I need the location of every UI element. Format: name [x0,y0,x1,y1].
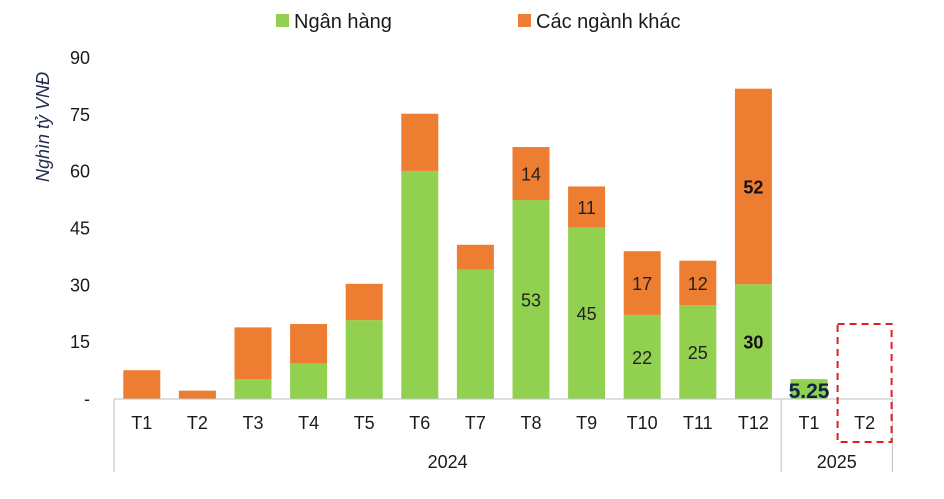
x-tick-label: T3 [242,413,263,433]
x-tick-label: T5 [354,413,375,433]
data-label-ngan-hang: 22 [632,348,652,368]
bar-ngan-hang [290,363,328,399]
x-tick-label: T6 [409,413,430,433]
bar-ngan-hang [568,227,606,399]
y-tick-label: 60 [70,162,90,182]
y-tick-label: 75 [70,105,90,125]
y-tick-label: 30 [70,275,90,295]
legend-swatch-cac-nganh-khac [518,14,531,27]
y-axis-label: Nghìn tỷ VNĐ [33,72,53,182]
bar-ngan-hang [401,170,439,399]
year-label: 2024 [428,452,468,472]
bar-ngan-hang [456,269,494,399]
data-label-cac-nganh-khac: 12 [688,274,708,294]
x-tick-label: T2 [854,413,875,433]
data-label-ngan-hang: 53 [521,291,541,311]
bar-cac-nganh-khac [123,370,161,399]
bar-cac-nganh-khac [401,113,439,171]
year-label: 2025 [817,452,857,472]
y-tick-label: - [84,389,90,409]
bar-cac-nganh-khac [234,327,272,380]
x-tick-label: T4 [298,413,319,433]
bar-cac-nganh-khac [734,88,772,285]
x-axis: T1 T2 T3 T4 T5 T6 T7 T8 T9 T10 T11 T12 T1 T2 2024 2025 [113,323,893,472]
highlight-box [836,323,893,443]
legend: Ngân hàng Các ngành khác [276,11,681,33]
x-tick-label: T7 [465,413,486,433]
data-label-cac-nganh-khac: 52 [743,177,763,197]
data-label-ngan-hang: 25 [688,343,708,363]
bar-ngan-hang [623,314,661,399]
bar-cac-nganh-khac [568,186,606,228]
bar-cac-nganh-khac [512,147,550,201]
bar-cac-nganh-khac [290,323,328,364]
data-label-ngan-hang: 5.25 [789,380,830,403]
bars [123,88,828,399]
x-tick-label: T9 [576,413,597,433]
data-labels: 53 14 45 11 22 17 25 12 30 52 5.25 [521,165,830,403]
legend-label-ngan-hang: Ngân hàng [294,11,392,33]
bar-cac-nganh-khac [178,390,216,399]
bar-cac-nganh-khac [679,260,717,306]
y-tick-label: 90 [70,48,90,68]
data-label-cac-nganh-khac: 14 [521,165,541,185]
x-tick-label: T8 [520,413,541,433]
y-tick-label: 15 [70,332,90,352]
x-tick-label: T10 [627,413,658,433]
legend-swatch-ngan-hang [276,14,289,27]
data-label-ngan-hang: 45 [577,304,597,324]
bar-ngan-hang [679,305,717,399]
bar-ngan-hang [790,379,828,399]
bar-cac-nganh-khac [345,283,383,321]
y-axis-ticks: - 15 30 45 60 75 90 [70,48,90,409]
x-tick-label: T12 [738,413,769,433]
x-tick-label: T1 [798,413,819,433]
data-label-cac-nganh-khac: 11 [577,198,596,218]
bar-ngan-hang [345,320,383,399]
x-tick-label: T11 [683,413,713,433]
legend-label-cac-nganh-khac: Các ngành khác [536,11,681,33]
bar-cac-nganh-khac [456,244,494,270]
y-tick-label: 45 [70,219,90,239]
data-label-ngan-hang: 30 [743,333,763,353]
bar-ngan-hang [734,284,772,399]
x-tick-label: T1 [131,413,152,433]
bar-cac-nganh-khac [623,251,661,315]
data-label-cac-nganh-khac: 17 [632,274,652,294]
bar-ngan-hang [234,379,272,399]
bar-ngan-hang [512,200,550,399]
x-tick-label: T2 [187,413,208,433]
